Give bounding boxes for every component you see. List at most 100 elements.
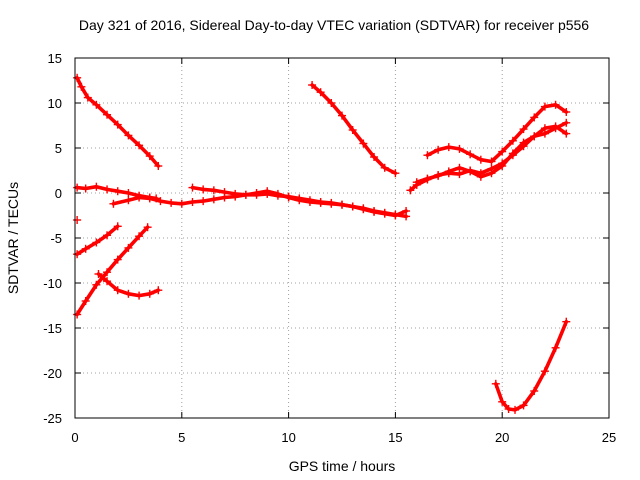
series-line xyxy=(408,124,569,193)
data-point xyxy=(562,118,571,127)
data-point xyxy=(73,216,82,224)
grid xyxy=(75,58,609,418)
data-point xyxy=(113,255,122,264)
data-point xyxy=(348,202,357,211)
y-tick-label: 10 xyxy=(48,96,62,111)
chart-title: Day 321 of 2016, Sidereal Day-to-day VTE… xyxy=(79,17,589,33)
data-point xyxy=(113,286,122,295)
data-point xyxy=(305,198,314,206)
series-arc-6 xyxy=(73,223,152,319)
data-point xyxy=(466,167,475,176)
x-tick-label: 15 xyxy=(388,430,402,445)
y-tick-label: -5 xyxy=(50,231,62,246)
data-point xyxy=(498,397,507,406)
data-point xyxy=(308,81,317,89)
data-point xyxy=(444,143,453,152)
data-point xyxy=(145,152,154,161)
data-point xyxy=(338,111,346,120)
data-point xyxy=(73,183,82,192)
data-point xyxy=(455,144,464,153)
series-arc-10 xyxy=(423,100,571,166)
data-point xyxy=(519,401,528,410)
data-point xyxy=(209,195,218,204)
data-point xyxy=(540,367,549,376)
data-point xyxy=(73,310,82,319)
data-point xyxy=(391,210,400,219)
data-point xyxy=(551,124,560,133)
data-point xyxy=(231,189,240,198)
series-arc-7 xyxy=(94,270,163,300)
y-tick-label: -20 xyxy=(43,366,62,381)
data-point xyxy=(551,343,560,352)
data-point xyxy=(476,172,485,181)
data-point xyxy=(103,277,112,286)
data-point xyxy=(412,178,421,187)
data-point xyxy=(406,186,415,195)
x-tick-label: 20 xyxy=(495,430,509,445)
data-point xyxy=(241,190,250,199)
data-point xyxy=(284,193,293,202)
data-point xyxy=(199,197,208,206)
y-axis-label: SDTVAR / TECUs xyxy=(5,182,21,294)
data-point xyxy=(348,126,357,134)
data-point xyxy=(113,187,122,196)
data-point xyxy=(316,198,325,207)
data-point xyxy=(508,149,517,158)
data-point xyxy=(338,200,346,209)
data-point xyxy=(145,194,154,203)
data-point xyxy=(81,184,90,193)
series-line xyxy=(75,76,161,168)
data-point xyxy=(540,102,549,111)
data-point xyxy=(145,289,154,298)
y-tick-label: -15 xyxy=(43,321,62,336)
data-point xyxy=(487,169,496,178)
data-point xyxy=(154,286,163,295)
data-point xyxy=(143,223,152,232)
data-point xyxy=(551,100,560,109)
series-arc-5 xyxy=(73,222,122,259)
data-point xyxy=(92,280,101,289)
data-point xyxy=(562,108,571,116)
y-tick-label: -10 xyxy=(43,276,62,291)
data-point xyxy=(124,243,133,252)
data-point xyxy=(135,232,144,241)
data-point xyxy=(83,93,92,102)
data-series xyxy=(73,73,571,414)
data-point xyxy=(103,268,112,277)
data-point xyxy=(77,82,86,91)
data-point xyxy=(135,141,144,150)
y-tick-label: 5 xyxy=(55,141,62,156)
x-tick-label: 10 xyxy=(281,430,295,445)
data-point xyxy=(135,291,144,300)
data-point xyxy=(562,317,571,326)
data-point xyxy=(434,171,443,180)
series-line xyxy=(310,83,398,175)
data-point xyxy=(103,110,112,119)
data-point xyxy=(423,151,432,160)
data-point xyxy=(73,250,82,259)
data-point xyxy=(81,297,90,305)
data-point xyxy=(504,405,513,413)
series-arc-1 xyxy=(73,73,163,170)
data-point xyxy=(380,163,389,172)
data-point xyxy=(92,100,101,109)
data-point xyxy=(103,185,112,194)
data-point xyxy=(124,289,133,298)
axis-ticks: 0 5 10 15 20 25 -25 -20 -15 -10 -5 0 5 10 15 xyxy=(43,51,616,445)
data-point xyxy=(124,189,133,197)
data-point xyxy=(124,196,133,205)
data-point xyxy=(519,125,528,134)
data-point xyxy=(177,199,186,208)
data-point xyxy=(154,162,163,170)
x-tick-label: 0 xyxy=(71,430,78,445)
data-point xyxy=(103,231,112,240)
y-tick-label: -25 xyxy=(43,411,62,426)
data-point xyxy=(423,174,432,183)
x-axis-label: GPS time / hours xyxy=(289,458,396,474)
data-point xyxy=(508,136,517,145)
series-line xyxy=(75,225,150,317)
data-point xyxy=(327,199,336,208)
data-point xyxy=(209,186,218,195)
data-point xyxy=(359,139,368,148)
